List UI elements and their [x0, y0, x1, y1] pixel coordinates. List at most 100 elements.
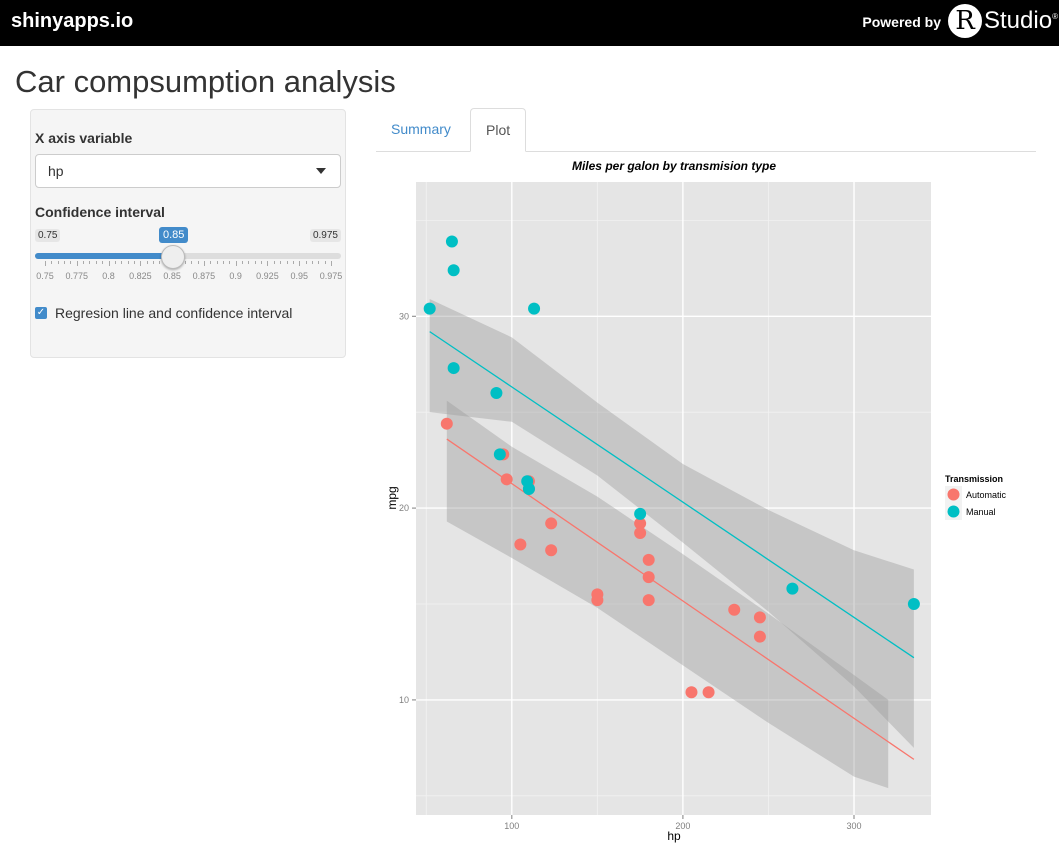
slider-tick-label: 0.85	[163, 271, 181, 281]
slider-minor-tick	[197, 261, 199, 264]
x-tick-label: 100	[504, 821, 519, 831]
data-point	[447, 362, 460, 375]
tab-summary[interactable]: Summary	[391, 121, 451, 137]
regression-checkbox[interactable]: ✓	[35, 307, 47, 319]
tab-plot[interactable]: Plot	[470, 108, 527, 152]
slider-tick	[331, 261, 332, 266]
slider-value-label: 0.85	[159, 227, 189, 243]
slider-tick	[267, 261, 269, 266]
mpg-scatter-chart: Miles per galon by transmision type 100 2…	[385, 159, 1007, 843]
slider-minor-tick	[191, 261, 193, 264]
slider-minor-tick	[159, 261, 161, 264]
data-point	[440, 417, 453, 430]
slider-tick	[45, 261, 46, 266]
x-axis-select-value: hp	[48, 163, 64, 179]
data-point	[642, 553, 655, 566]
slider-tick	[140, 261, 142, 266]
data-point	[521, 475, 534, 488]
data-point	[500, 473, 513, 486]
data-point	[642, 571, 655, 584]
slider-tick-label: 0.8	[102, 271, 115, 281]
rstudio-logo-icon[interactable]: R	[948, 4, 982, 38]
powered-by-text: Powered by	[862, 14, 941, 30]
slider-minor-tick	[83, 261, 85, 264]
slider-tick	[299, 261, 301, 266]
slider-min-label: 0.75	[35, 229, 61, 242]
plot-panel	[416, 182, 931, 815]
slider-tick	[203, 261, 205, 266]
slider-minor-tick	[114, 261, 116, 264]
data-point	[490, 387, 503, 399]
chevron-down-icon[interactable]	[316, 168, 326, 174]
data-point	[786, 582, 799, 595]
slider-minor-tick	[286, 261, 288, 264]
legend-label: Manual	[966, 507, 996, 517]
slider-minor-tick	[280, 261, 282, 264]
slider-minor-tick	[57, 261, 59, 264]
legend-key	[947, 488, 960, 501]
slider-minor-tick	[324, 261, 326, 264]
slider-fill	[35, 253, 171, 259]
slider-minor-tick	[261, 261, 263, 264]
slider-tick	[108, 261, 110, 266]
data-point	[591, 594, 604, 607]
regression-checkbox-label[interactable]: Regresion line and confidence interval	[55, 305, 293, 321]
data-point	[634, 507, 647, 520]
slider-track[interactable]	[35, 253, 341, 259]
data-point	[642, 594, 655, 607]
slider-minor-tick	[146, 261, 148, 264]
slider-handle[interactable]	[161, 245, 185, 269]
slider-minor-tick	[318, 261, 320, 264]
x-tick-label: 300	[846, 821, 861, 831]
y-tick-label: 30	[399, 311, 409, 321]
x-axis-select[interactable]: hp	[35, 154, 341, 188]
confidence-band	[446, 400, 889, 789]
data-point	[753, 630, 766, 643]
confidence-slider[interactable]: 0.75 0.85 0.975 0.75 0.775 0.8 0.825 0.85 0.8…	[35, 227, 342, 287]
y-tick-label: 20	[399, 503, 409, 513]
slider-minor-tick	[292, 261, 294, 264]
slider-tick-label: 0.925	[256, 271, 279, 281]
data-point	[447, 264, 460, 277]
slider-minor-tick	[127, 261, 129, 264]
slider-tick-label: 0.825	[129, 271, 152, 281]
slider-max-label: 0.975	[309, 229, 341, 242]
slider-minor-tick	[184, 261, 186, 264]
slider-minor-tick	[89, 261, 91, 264]
data-point	[728, 603, 741, 616]
slider-minor-tick	[64, 261, 66, 264]
slider-tick	[76, 261, 78, 266]
data-point	[445, 235, 458, 248]
data-point	[907, 598, 920, 610]
slider-tick-label: 0.95	[290, 271, 308, 281]
confidence-interval-label: Confidence interval	[35, 204, 165, 220]
slider-minor-tick	[70, 261, 72, 264]
slider-minor-tick	[254, 261, 256, 264]
slider-tick	[235, 261, 237, 266]
slider-minor-tick	[153, 261, 155, 264]
x-tick-label: 200	[675, 821, 690, 831]
legend-key	[947, 505, 960, 518]
chart-title: Miles per galon by transmision type	[572, 159, 776, 173]
data-point	[702, 686, 715, 699]
slider-minor-tick	[216, 261, 218, 264]
data-point	[493, 448, 506, 461]
data-point	[528, 302, 541, 315]
regression-line	[429, 331, 915, 659]
slider-tick-label: 0.75	[36, 271, 54, 281]
data-point	[685, 686, 698, 699]
slider-minor-tick	[229, 261, 231, 264]
slider-minor-tick	[51, 261, 53, 264]
brand-link[interactable]: shinyapps.io	[11, 10, 134, 32]
page-title: Car compsumption analysis	[15, 64, 396, 99]
rstudio-logo-text: Studio®	[984, 7, 1058, 34]
slider-minor-tick	[273, 261, 275, 264]
confidence-band	[429, 299, 914, 748]
data-point	[423, 302, 436, 315]
y-axis-label: mpg	[385, 486, 399, 509]
slider-minor-tick	[305, 261, 307, 264]
data-point	[634, 517, 647, 530]
slider-minor-tick	[222, 261, 224, 264]
tab-bar: Summary Plot	[376, 108, 1036, 152]
slider-tick-label: 0.9	[229, 271, 242, 281]
